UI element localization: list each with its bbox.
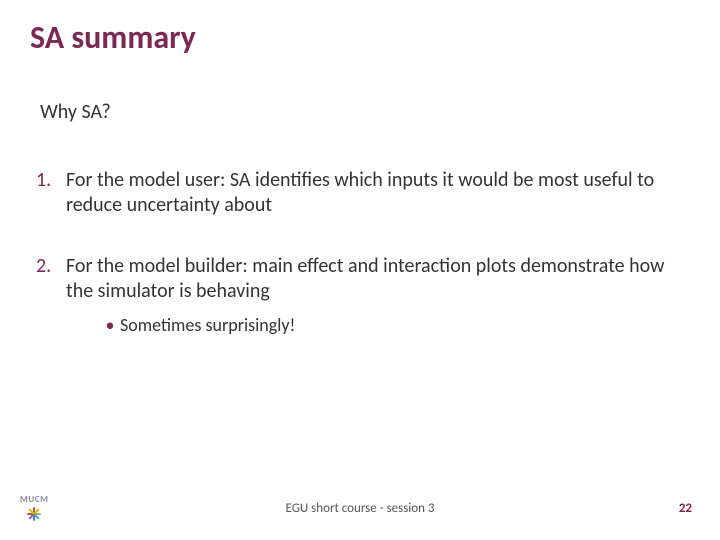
bullet-icon: •	[100, 314, 120, 336]
sub-bullet-text: Sometimes surprisingly!	[120, 314, 295, 336]
slide-title: SA summary	[30, 18, 196, 57]
list-text: For the model builder: main effect and i…	[66, 254, 680, 304]
list-number: 1.	[36, 168, 66, 192]
sub-bullet-item: • Sometimes surprisingly!	[100, 314, 680, 336]
slide-subtitle: Why SA?	[40, 100, 111, 124]
list-item: 2. For the model builder: main effect an…	[36, 254, 680, 336]
body-list: 1. For the model user: SA identifies whi…	[36, 150, 680, 336]
list-number: 2.	[36, 254, 66, 278]
page-number: 22	[679, 501, 692, 516]
logo: MUCM	[20, 494, 49, 522]
footer-center-text: EGU short course - session 3	[0, 501, 720, 516]
list-item: 1. For the model user: SA identifies whi…	[36, 168, 680, 218]
logo-text: MUCM	[20, 494, 49, 505]
logo-burst-icon	[26, 506, 42, 522]
list-text: For the model user: SA identifies which …	[66, 168, 680, 218]
slide: SA summary Why SA? 1. For the model user…	[0, 0, 720, 540]
